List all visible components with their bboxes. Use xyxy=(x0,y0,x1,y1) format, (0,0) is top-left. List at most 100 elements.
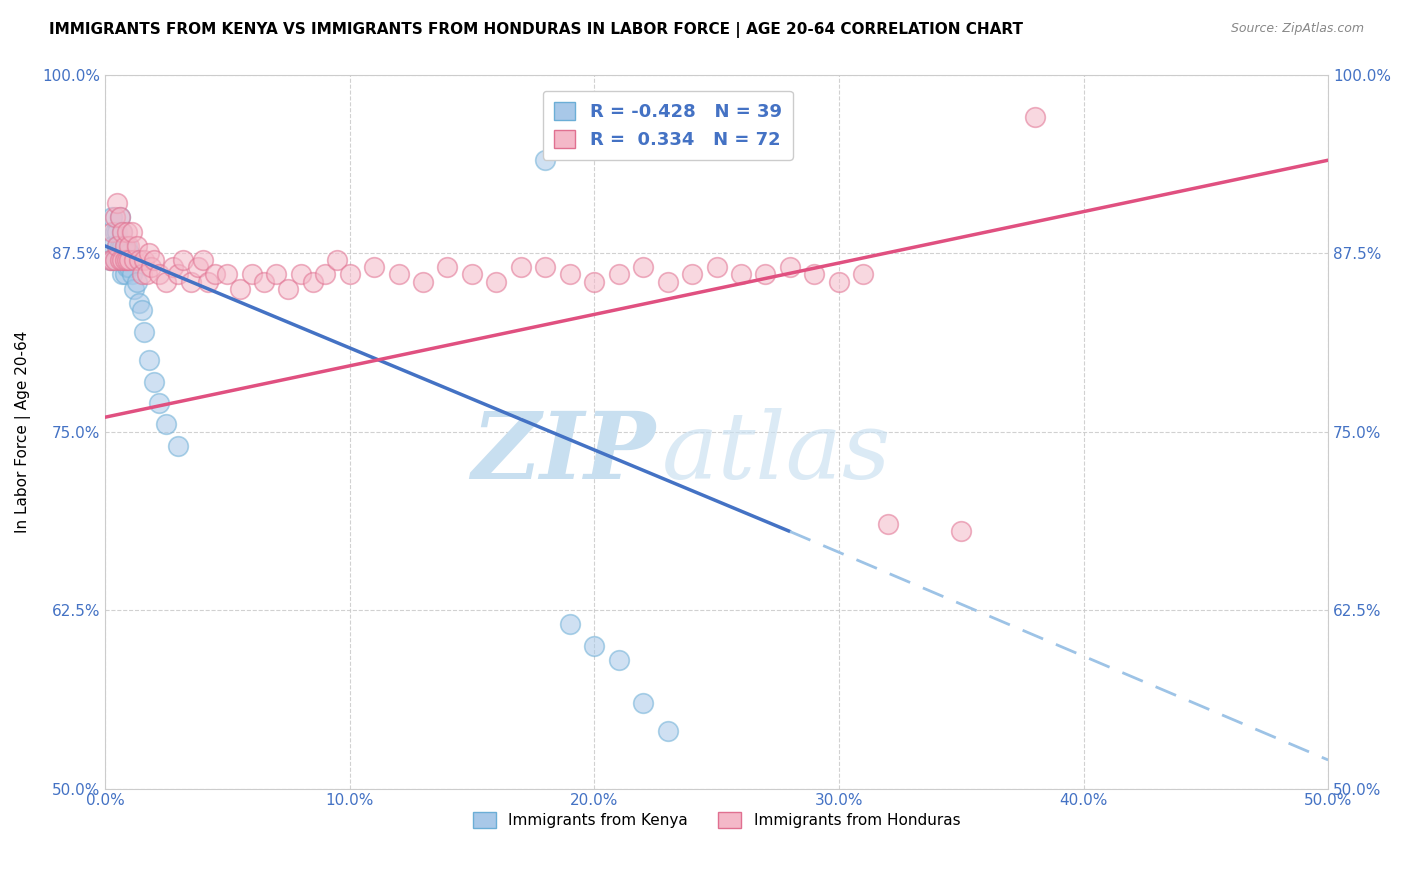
Point xyxy=(167,268,190,282)
Point xyxy=(148,396,170,410)
Point xyxy=(125,239,148,253)
Point xyxy=(104,211,127,225)
Point xyxy=(98,253,121,268)
Point xyxy=(779,260,801,275)
Text: atlas: atlas xyxy=(661,408,891,498)
Point xyxy=(121,268,143,282)
Point xyxy=(730,268,752,282)
Point xyxy=(387,268,409,282)
Point xyxy=(631,696,654,710)
Point xyxy=(131,268,153,282)
Point xyxy=(558,268,581,282)
Point xyxy=(162,260,184,275)
Point xyxy=(191,253,214,268)
Point xyxy=(436,260,458,275)
Point xyxy=(124,282,146,296)
Point xyxy=(253,275,276,289)
Point xyxy=(114,239,136,253)
Point xyxy=(485,275,508,289)
Point xyxy=(412,275,434,289)
Point xyxy=(876,517,898,532)
Point xyxy=(105,196,128,211)
Point xyxy=(217,268,239,282)
Point xyxy=(461,268,484,282)
Point xyxy=(115,225,138,239)
Text: Source: ZipAtlas.com: Source: ZipAtlas.com xyxy=(1230,22,1364,36)
Point xyxy=(363,260,385,275)
Point xyxy=(240,268,263,282)
Point xyxy=(204,268,226,282)
Point xyxy=(114,268,136,282)
Point xyxy=(264,268,287,282)
Point xyxy=(108,253,131,268)
Point xyxy=(105,239,128,253)
Point xyxy=(314,268,336,282)
Point xyxy=(138,353,160,368)
Point xyxy=(172,253,194,268)
Point xyxy=(754,268,776,282)
Text: IMMIGRANTS FROM KENYA VS IMMIGRANTS FROM HONDURAS IN LABOR FORCE | AGE 20-64 COR: IMMIGRANTS FROM KENYA VS IMMIGRANTS FROM… xyxy=(49,22,1024,38)
Legend: Immigrants from Kenya, Immigrants from Honduras: Immigrants from Kenya, Immigrants from H… xyxy=(467,806,966,834)
Point xyxy=(607,653,630,667)
Point xyxy=(111,268,134,282)
Point xyxy=(125,275,148,289)
Point xyxy=(950,524,973,539)
Point xyxy=(115,246,138,260)
Point xyxy=(108,211,131,225)
Point xyxy=(111,253,134,268)
Point xyxy=(101,239,124,253)
Point xyxy=(118,253,141,268)
Point xyxy=(114,253,136,268)
Point xyxy=(101,253,124,268)
Point xyxy=(135,268,157,282)
Point xyxy=(105,225,128,239)
Y-axis label: In Labor Force | Age 20-64: In Labor Force | Age 20-64 xyxy=(15,330,31,533)
Point xyxy=(142,375,165,389)
Point xyxy=(631,260,654,275)
Point xyxy=(155,275,177,289)
Point xyxy=(583,639,606,653)
Point xyxy=(302,275,325,289)
Point xyxy=(509,260,531,275)
Point xyxy=(534,260,557,275)
Point xyxy=(108,239,131,253)
Point xyxy=(111,225,134,239)
Point xyxy=(290,268,312,282)
Point xyxy=(105,253,128,268)
Point xyxy=(142,253,165,268)
Point xyxy=(128,253,150,268)
Point xyxy=(138,246,160,260)
Point xyxy=(681,268,703,282)
Point xyxy=(98,253,121,268)
Point xyxy=(607,268,630,282)
Point xyxy=(115,253,138,268)
Point xyxy=(101,225,124,239)
Point xyxy=(111,239,134,253)
Point xyxy=(124,253,146,268)
Point xyxy=(852,268,875,282)
Point xyxy=(534,153,557,168)
Point xyxy=(108,211,131,225)
Point xyxy=(131,303,153,318)
Point xyxy=(1024,111,1046,125)
Point xyxy=(828,275,851,289)
Point xyxy=(803,268,825,282)
Point xyxy=(101,211,124,225)
Point xyxy=(148,268,170,282)
Point xyxy=(104,225,127,239)
Point xyxy=(115,260,138,275)
Point xyxy=(277,282,299,296)
Point xyxy=(118,260,141,275)
Point xyxy=(706,260,728,275)
Point xyxy=(558,617,581,632)
Point xyxy=(187,260,209,275)
Point xyxy=(118,246,141,260)
Point xyxy=(132,253,155,268)
Point xyxy=(657,275,679,289)
Point xyxy=(121,225,143,239)
Point xyxy=(111,225,134,239)
Point xyxy=(115,239,138,253)
Point xyxy=(114,239,136,253)
Point xyxy=(141,260,163,275)
Point xyxy=(657,724,679,739)
